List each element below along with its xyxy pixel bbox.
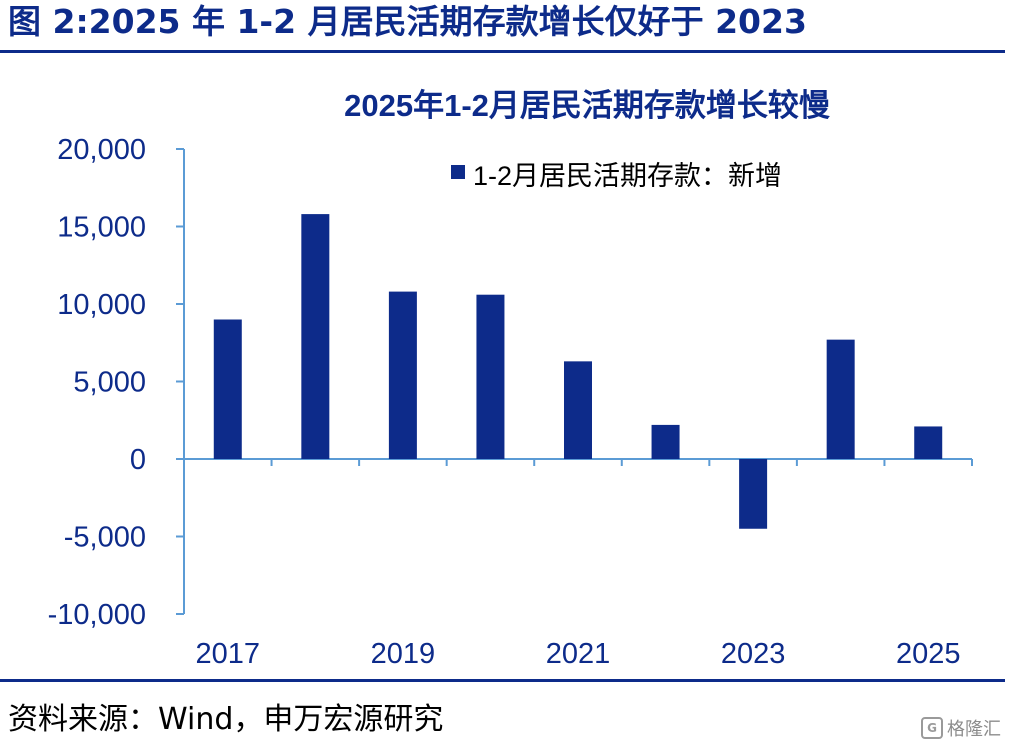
y-tick-label: -5,000 <box>64 522 146 554</box>
y-tick-label: 20,000 <box>57 134 146 166</box>
bar-2019 <box>388 291 417 459</box>
bar-2025 <box>914 426 943 459</box>
bar-2020 <box>476 294 505 459</box>
y-tick-label: 15,000 <box>57 212 146 244</box>
watermark-text: 格隆汇 <box>947 719 1001 740</box>
bar-2023 <box>739 459 768 529</box>
x-tick-label: 2021 <box>546 638 611 670</box>
y-tick-label: -10,000 <box>48 599 146 631</box>
tick-labels: 20,000 15,000 10,000 5,000 0 -5,000 -10,000 201… <box>48 134 961 670</box>
figure-title: 图 2:2025 年 1-2 月居民活期存款增长仅好于 2023 <box>8 2 807 41</box>
x-tick-label: 2019 <box>371 638 436 670</box>
legend-swatch <box>451 165 465 179</box>
bar-2024 <box>826 339 855 459</box>
y-tick-label: 0 <box>130 444 146 476</box>
bar-2018 <box>301 214 330 459</box>
legend: 1-2月居民活期存款：新增 <box>451 161 782 191</box>
x-tick-label: 2025 <box>896 638 961 670</box>
watermark: G 格隆汇 <box>921 715 1001 741</box>
source-note: 资料来源：Wind，申万宏源研究 <box>8 702 444 737</box>
bottom-rule <box>0 679 1005 682</box>
bars <box>213 214 943 529</box>
y-tick-label: 5,000 <box>73 367 146 399</box>
x-tick-label: 2017 <box>196 638 261 670</box>
bar-2021 <box>564 361 592 459</box>
gelonghui-logo-icon: G <box>921 717 943 739</box>
chart-title: 2025年1-2月居民活期存款增长较慢 <box>344 88 831 123</box>
y-tick-label: 10,000 <box>57 289 146 321</box>
bar-2017 <box>213 319 242 459</box>
x-tick-label: 2023 <box>721 638 786 670</box>
legend-label: 1-2月居民活期存款：新增 <box>473 161 782 191</box>
bar-2022 <box>651 424 680 459</box>
top-rule <box>0 50 1005 53</box>
